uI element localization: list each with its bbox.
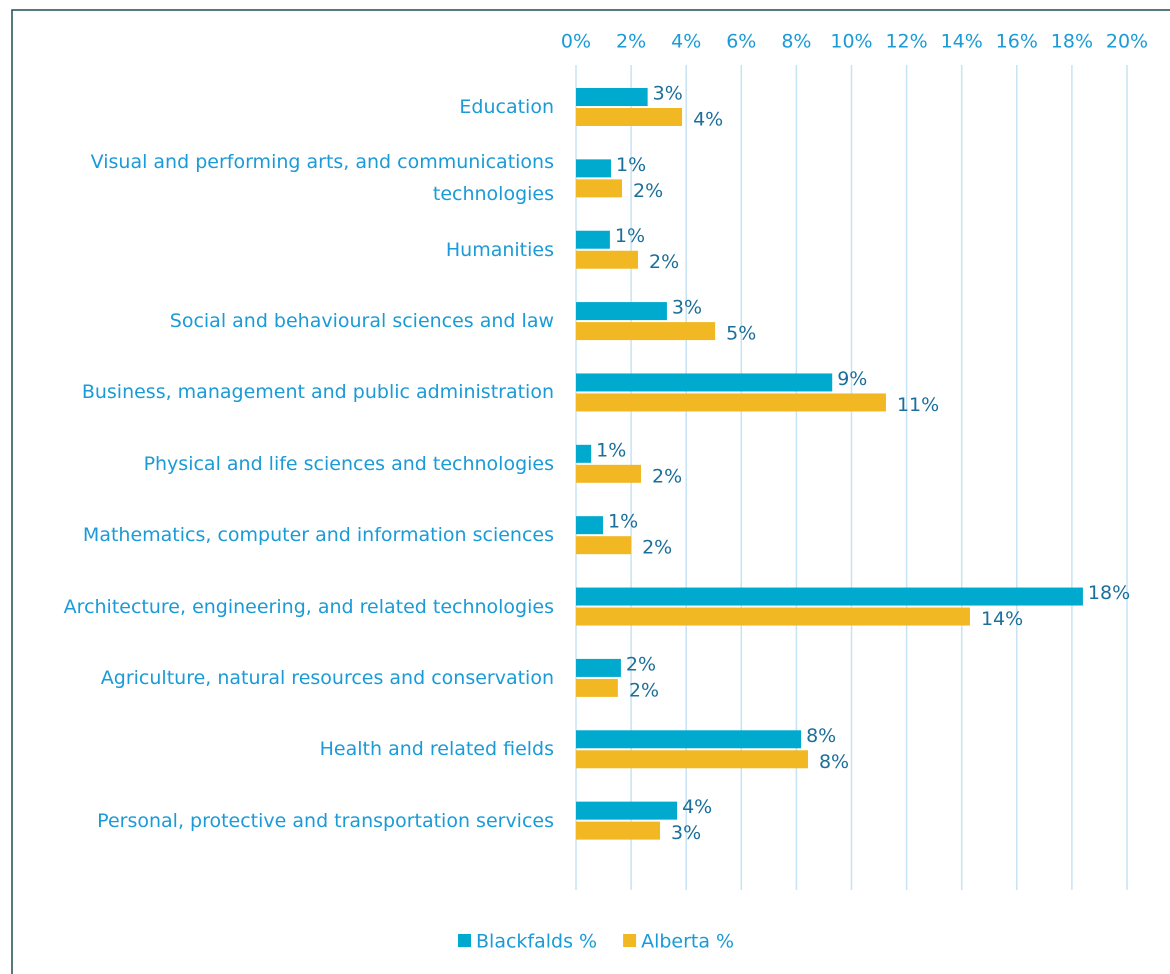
bar [576,658,621,677]
x-tick-label: 4% [671,31,701,53]
x-tick-label: 0% [561,31,591,53]
legend-label: Blackfalds % [476,931,597,953]
category-label: Business, management and public administ… [81,381,554,404]
bar [576,587,1083,606]
category-label: Visual and performing arts, and communic… [90,151,554,206]
x-tick-label: 2% [616,31,646,53]
category-label: Agriculture, natural resources and conse… [100,666,554,689]
category-label: Humanities [445,238,554,261]
bar [576,230,610,249]
bar [576,159,611,178]
bar [576,516,603,535]
category-label: Physical and life sciences and technolog… [143,452,554,475]
x-tick-label: 12% [885,31,927,53]
bar [576,179,623,198]
data-label: 2% [626,653,656,675]
bar [576,750,808,769]
x-tick-label: 16% [996,31,1038,53]
data-label: 2% [652,465,682,487]
bar [576,464,642,483]
data-label: 8% [806,725,836,747]
data-label: 1% [608,511,638,533]
data-label: 2% [633,180,663,202]
x-tick-label: 20% [1106,31,1148,53]
legend-swatch [623,934,637,947]
data-label: 8% [819,751,849,773]
x-tick-label: 10% [830,31,872,53]
bar [576,821,661,840]
bar [576,607,970,626]
data-label: 1% [616,154,646,176]
data-label: 2% [642,537,672,559]
category-label: Architecture, engineering, and related t… [63,595,554,618]
bar [576,302,667,321]
data-label: 3% [671,822,701,844]
data-label: 2% [649,251,679,273]
bar [576,108,683,126]
x-tick-label: 14% [941,31,983,53]
bar [576,88,648,106]
bar [576,678,618,697]
category-label: Social and behavioural sciences and law [169,310,554,333]
data-label: 18% [1088,582,1130,604]
bar [576,536,632,555]
x-tick-label: 18% [1051,31,1093,53]
data-label: 4% [682,796,712,818]
bar [576,444,592,463]
category-label: Education [459,96,554,118]
data-label: 14% [981,608,1023,630]
legend-swatch [458,934,471,947]
data-label: 3% [672,297,702,319]
bar [576,373,833,392]
bar [576,322,716,341]
data-label: 9% [837,368,867,390]
bar [576,801,678,820]
data-label: 5% [726,323,756,345]
x-tick-label: 6% [726,31,756,53]
legend-label: Alberta % [641,931,734,953]
data-label: 3% [653,83,683,105]
category-label: Health and related fields [319,738,554,761]
data-label: 4% [693,109,723,131]
x-tick-label: 8% [781,31,811,53]
category-label: Personal, protective and transportation … [97,809,554,832]
bar [576,393,886,412]
data-label: 2% [629,679,659,701]
bar [576,730,802,749]
bar [576,250,638,269]
data-label: 1% [596,439,626,461]
data-label: 1% [615,225,645,247]
data-label: 11% [897,394,939,416]
frame [11,9,1170,974]
category-label: Mathematics, computer and information sc… [82,524,554,547]
